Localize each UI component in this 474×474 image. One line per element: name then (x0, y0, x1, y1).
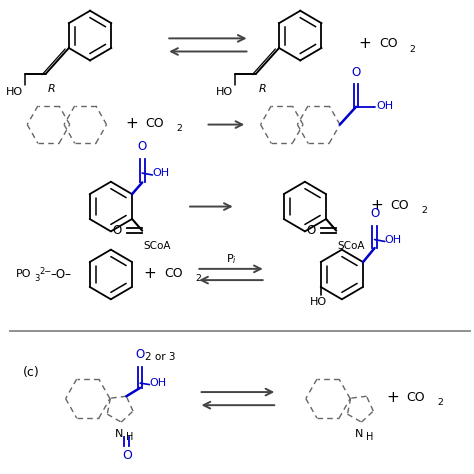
Text: OH: OH (385, 235, 402, 245)
Text: 2: 2 (176, 124, 182, 133)
Text: O: O (122, 449, 132, 462)
Text: CO: CO (407, 391, 425, 404)
Text: +: + (125, 116, 138, 131)
Text: N: N (355, 428, 364, 438)
Text: CO: CO (379, 37, 397, 50)
Text: 3: 3 (35, 273, 40, 283)
Text: O: O (351, 66, 361, 79)
Text: +: + (370, 198, 383, 213)
Text: CO: CO (146, 117, 164, 130)
Text: OH: OH (152, 168, 170, 178)
Text: 2−: 2− (39, 267, 52, 276)
Text: HO: HO (310, 297, 327, 307)
Text: 2: 2 (195, 274, 201, 283)
Text: +: + (359, 36, 371, 51)
Text: N: N (115, 428, 123, 438)
Text: PO: PO (16, 270, 32, 280)
Text: OH: OH (376, 101, 393, 111)
Text: 2: 2 (410, 45, 416, 54)
Text: O: O (113, 224, 122, 237)
Text: HO: HO (6, 87, 23, 97)
Text: 2 or 3: 2 or 3 (145, 352, 175, 362)
Text: O: O (137, 140, 147, 154)
Text: +: + (144, 265, 156, 281)
Text: SCoA: SCoA (144, 241, 171, 251)
Text: O: O (307, 224, 316, 237)
Text: H: H (126, 432, 133, 442)
Text: –O–: –O– (51, 268, 72, 281)
Text: SCoA: SCoA (337, 241, 365, 251)
Text: O: O (370, 207, 379, 220)
Text: R: R (48, 84, 56, 94)
Text: OH: OH (149, 378, 166, 388)
Text: H: H (366, 432, 374, 442)
Text: O: O (136, 348, 145, 361)
Text: CO: CO (391, 199, 409, 212)
Text: HO: HO (216, 87, 233, 97)
Text: (c): (c) (23, 366, 40, 379)
Text: 2: 2 (421, 206, 427, 215)
Text: P$_i$: P$_i$ (226, 252, 237, 266)
Text: R: R (258, 84, 266, 94)
Text: CO: CO (164, 266, 182, 280)
Text: 2: 2 (438, 398, 443, 407)
Text: +: + (386, 390, 399, 405)
